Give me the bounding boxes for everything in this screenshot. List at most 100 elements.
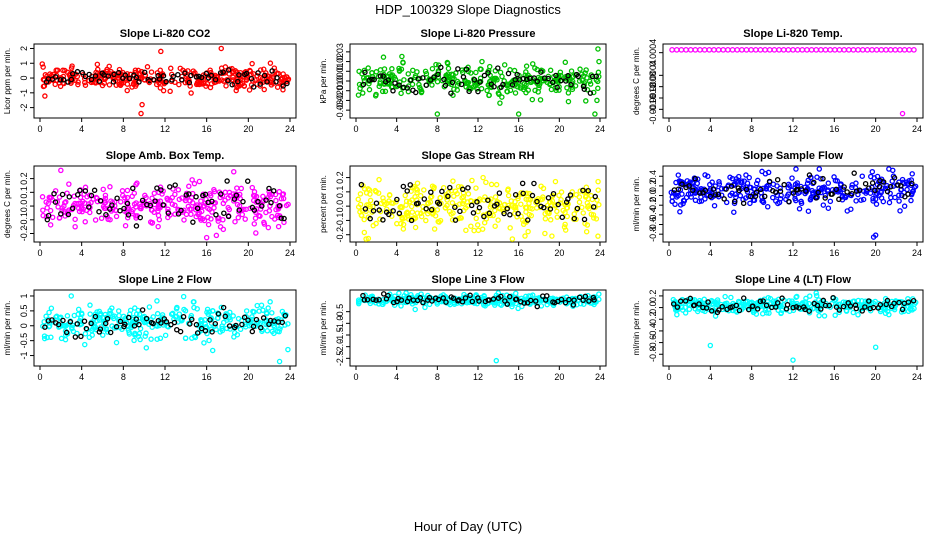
black-point [753, 189, 760, 196]
black-point [562, 299, 569, 306]
colored-point [825, 180, 832, 186]
colored-point [855, 46, 861, 53]
colored-point [544, 209, 551, 216]
colored-point [529, 61, 536, 67]
colored-point [831, 46, 838, 53]
colored-point [243, 76, 250, 83]
black-point [440, 295, 447, 301]
colored-point [911, 46, 917, 53]
x-tick-label: 4 [708, 248, 713, 258]
colored-point [134, 180, 140, 186]
colored-point [550, 302, 557, 309]
colored-point [246, 87, 253, 93]
colored-point [191, 180, 198, 187]
colored-point [454, 191, 460, 197]
colored-point [558, 72, 564, 79]
colored-point [512, 199, 518, 205]
x-tick-label: 20 [243, 248, 253, 258]
black-point [766, 178, 773, 185]
colored-point [505, 187, 511, 194]
colored-point [271, 330, 277, 337]
black-point [266, 185, 272, 192]
colored-point [146, 304, 153, 310]
black-point [853, 188, 860, 194]
colored-point [187, 83, 193, 89]
colored-point [167, 88, 173, 95]
black-point [740, 295, 747, 301]
black-point [796, 305, 802, 311]
black-point [565, 196, 571, 202]
colored-point [276, 328, 282, 335]
colored-point [562, 227, 569, 233]
black-point [774, 176, 781, 183]
black-point [790, 304, 796, 311]
black-point [52, 199, 59, 205]
colored-point [60, 67, 66, 74]
colored-point [512, 210, 518, 217]
black-point [130, 185, 136, 192]
colored-point [122, 315, 129, 321]
colored-point [682, 310, 689, 316]
colored-point [685, 301, 691, 307]
black-point [580, 297, 586, 304]
colored-point [422, 68, 429, 75]
black-point [485, 70, 491, 76]
black-point [170, 73, 176, 80]
colored-point [859, 46, 866, 53]
colored-point [104, 329, 111, 335]
black-point [772, 304, 779, 310]
black-point [476, 298, 482, 304]
colored-point [822, 192, 829, 199]
colored-point [434, 78, 441, 85]
black-point [175, 211, 182, 217]
black-point [160, 73, 167, 79]
colored-point [179, 195, 185, 201]
black-point [880, 179, 887, 185]
black-point [798, 186, 805, 192]
colored-point [356, 68, 362, 75]
black-point [241, 314, 248, 321]
colored-point [182, 335, 189, 341]
colored-point [771, 46, 778, 53]
colored-point [88, 199, 94, 206]
colored-point [182, 197, 189, 204]
colored-point [169, 194, 175, 201]
black-point [455, 66, 461, 72]
colored-point [584, 86, 591, 93]
colored-point [133, 311, 140, 317]
black-point [448, 90, 454, 96]
colored-point [683, 194, 690, 201]
black-point [139, 197, 146, 204]
colored-point [471, 227, 477, 234]
colored-point [850, 309, 857, 316]
black-point [554, 84, 560, 91]
colored-point [593, 216, 600, 222]
colored-point [418, 213, 425, 220]
colored-point [416, 81, 422, 88]
black-point [428, 206, 435, 213]
black-point [91, 187, 98, 194]
colored-point [82, 219, 88, 225]
colored-point [440, 298, 447, 305]
colored-point [490, 212, 496, 219]
data-points [668, 166, 919, 240]
colored-point [680, 200, 686, 207]
black-point [822, 195, 828, 201]
black-point [74, 191, 81, 198]
colored-point [155, 198, 161, 205]
colored-point [867, 190, 874, 196]
colored-point [78, 310, 85, 316]
y-tick-label: 0.0 [335, 200, 345, 213]
x-tick-label: 0 [666, 372, 671, 382]
colored-point [168, 311, 175, 317]
colored-point [899, 176, 906, 183]
black-point [877, 301, 884, 308]
figure-title: HDP_100329 Slope Diagnostics [375, 2, 561, 17]
colored-point [426, 301, 433, 308]
colored-point [82, 200, 88, 206]
black-point [412, 89, 419, 96]
black-point [820, 297, 827, 304]
x-tick-label: 8 [435, 124, 440, 134]
colored-point [377, 216, 383, 222]
colored-point [850, 46, 857, 53]
